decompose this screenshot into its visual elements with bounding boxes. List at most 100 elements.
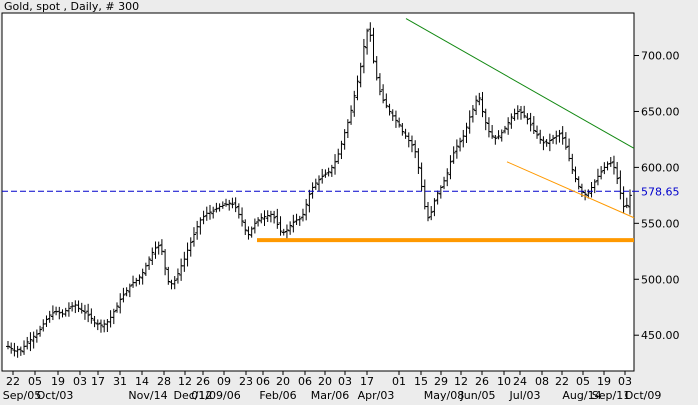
price-bar	[345, 119, 350, 138]
x-day-label: 06	[298, 375, 312, 388]
price-bar	[563, 132, 568, 150]
price-bar	[66, 302, 71, 317]
x-day-label: 22	[555, 375, 569, 388]
price-bar	[551, 134, 556, 144]
y-tick-label: 700.00	[641, 50, 680, 63]
price-bar	[621, 186, 626, 213]
price-bar	[278, 216, 283, 236]
price-bar	[570, 153, 575, 174]
price-bar	[118, 293, 123, 314]
price-bar	[214, 202, 219, 213]
y-axis: 450.00 500.00 550.00 600.00 650.00 700.00 578.…	[634, 50, 680, 342]
x-day-label: 05	[576, 375, 590, 388]
price-bar	[329, 164, 334, 177]
x-day-label: 22	[6, 375, 20, 388]
price-bar	[249, 226, 254, 238]
price-bar	[313, 178, 318, 190]
price-bar	[163, 249, 168, 276]
price-bar	[175, 268, 180, 284]
x-month-label: Jul/03	[509, 389, 541, 402]
price-bar	[483, 108, 488, 131]
price-bar	[28, 332, 33, 352]
price-bar	[547, 133, 552, 152]
price-bar	[50, 305, 55, 321]
price-bar	[541, 136, 546, 151]
x-day-label: 29	[434, 375, 448, 388]
chart-title: Gold, spot , Daily, # 300	[4, 0, 139, 13]
lower-trendline	[506, 161, 635, 219]
last-price-label: 578.65	[641, 185, 680, 198]
y-tick-label: 650.00	[641, 105, 680, 118]
price-bar	[38, 325, 43, 337]
price-bar	[300, 208, 305, 222]
price-bar	[47, 310, 52, 323]
price-bar	[89, 308, 94, 324]
price-bar	[166, 266, 171, 285]
price-bar	[438, 185, 443, 199]
price-bar	[477, 92, 482, 106]
x-day-label: 20	[276, 375, 290, 388]
x-day-label: 14	[135, 375, 149, 388]
x-day-label: 05	[28, 375, 42, 388]
price-bar	[57, 306, 62, 320]
price-bar	[493, 134, 498, 145]
price-bar	[262, 210, 267, 226]
price-bar	[535, 125, 540, 139]
price-bar	[95, 319, 100, 331]
price-bar	[377, 73, 382, 96]
price-bar	[387, 103, 392, 116]
price-bar	[207, 204, 212, 220]
price-bar	[573, 166, 578, 183]
price-bar	[518, 106, 523, 120]
plot-area	[1, 12, 635, 372]
upper-trendline	[405, 18, 635, 149]
price-bar	[323, 169, 328, 178]
x-month-label: May/08	[424, 389, 464, 402]
x-day-label: 20	[318, 375, 332, 388]
price-bar	[628, 189, 632, 215]
price-bar	[499, 129, 504, 142]
price-bar	[557, 129, 562, 143]
price-bar	[291, 214, 296, 233]
price-bar	[25, 336, 30, 350]
price-bar	[496, 130, 501, 140]
price-bar	[111, 308, 116, 325]
price-bar	[522, 105, 527, 119]
price-bars	[6, 22, 632, 358]
price-bar	[230, 197, 235, 209]
price-bar	[265, 210, 270, 222]
x-day-label: 26	[475, 375, 489, 388]
price-bar	[6, 341, 10, 350]
price-bar	[592, 179, 597, 194]
price-bar	[339, 140, 344, 160]
price-bar	[156, 241, 161, 255]
x-day-label: 08	[535, 375, 549, 388]
price-bar	[358, 62, 363, 88]
x-month-label: Nov/14	[128, 389, 167, 402]
price-bar	[426, 201, 431, 222]
price-bar	[86, 303, 91, 323]
x-day-label: 12	[454, 375, 468, 388]
price-bar	[429, 206, 434, 221]
x-day-label: 09	[217, 375, 231, 388]
price-bar	[137, 274, 142, 285]
price-bar	[599, 166, 604, 180]
price-bar	[448, 155, 453, 180]
price-bar	[82, 304, 87, 320]
price-bar	[98, 319, 103, 333]
x-day-label: 19	[51, 375, 65, 388]
price-bar	[304, 198, 309, 221]
y-tick-label: 450.00	[641, 329, 680, 342]
price-bar	[256, 217, 261, 227]
price-bar	[15, 345, 20, 358]
x-month-label: Jun/05	[460, 389, 496, 402]
price-bar	[615, 161, 620, 185]
price-bar	[515, 105, 520, 120]
price-bar	[147, 256, 152, 270]
price-bar	[531, 116, 536, 134]
price-bar	[400, 123, 405, 136]
x-day-label: 28	[157, 375, 171, 388]
price-bar	[281, 228, 286, 236]
price-bar	[259, 213, 264, 224]
price-bar	[297, 215, 302, 226]
